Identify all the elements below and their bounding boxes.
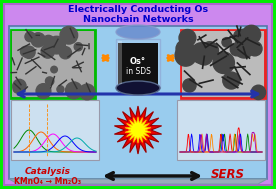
- Circle shape: [48, 36, 65, 54]
- FancyBboxPatch shape: [177, 100, 265, 160]
- Circle shape: [183, 79, 196, 92]
- Circle shape: [196, 49, 213, 65]
- Circle shape: [176, 40, 194, 58]
- FancyBboxPatch shape: [181, 30, 265, 98]
- Text: Os°: Os°: [130, 57, 146, 67]
- Text: Nanochain Networks: Nanochain Networks: [83, 15, 193, 23]
- Circle shape: [234, 30, 246, 42]
- Circle shape: [238, 30, 255, 47]
- Circle shape: [20, 46, 31, 57]
- Circle shape: [223, 72, 240, 89]
- FancyBboxPatch shape: [11, 100, 99, 160]
- Circle shape: [213, 52, 234, 74]
- FancyBboxPatch shape: [118, 43, 158, 84]
- Circle shape: [57, 40, 64, 47]
- Circle shape: [59, 46, 71, 59]
- Circle shape: [201, 42, 219, 60]
- Text: KMnO₄ → Mn₂O₃: KMnO₄ → Mn₂O₃: [14, 177, 82, 185]
- Circle shape: [191, 43, 212, 64]
- FancyBboxPatch shape: [12, 31, 94, 97]
- Circle shape: [65, 82, 82, 99]
- Polygon shape: [125, 117, 151, 143]
- Polygon shape: [9, 179, 267, 184]
- Text: Catalysis: Catalysis: [25, 167, 71, 177]
- Circle shape: [31, 33, 45, 47]
- Circle shape: [36, 84, 51, 98]
- Circle shape: [222, 38, 231, 47]
- Ellipse shape: [116, 81, 160, 95]
- Circle shape: [234, 39, 254, 58]
- Circle shape: [13, 84, 22, 93]
- Circle shape: [230, 43, 243, 56]
- Text: Electrically Conducting Os: Electrically Conducting Os: [68, 5, 208, 15]
- Circle shape: [242, 25, 261, 44]
- FancyBboxPatch shape: [118, 41, 122, 84]
- Circle shape: [13, 79, 26, 93]
- Circle shape: [175, 45, 196, 66]
- Circle shape: [79, 84, 95, 100]
- Circle shape: [46, 77, 54, 85]
- Text: in SDS: in SDS: [126, 67, 150, 77]
- Ellipse shape: [116, 25, 160, 39]
- Circle shape: [43, 35, 54, 47]
- Circle shape: [179, 29, 196, 46]
- Circle shape: [41, 45, 54, 58]
- Circle shape: [235, 29, 253, 47]
- Polygon shape: [114, 106, 162, 154]
- Circle shape: [248, 41, 262, 56]
- Circle shape: [57, 86, 64, 93]
- Circle shape: [25, 32, 35, 42]
- Circle shape: [251, 85, 266, 100]
- Circle shape: [60, 26, 78, 44]
- Circle shape: [74, 43, 82, 51]
- FancyBboxPatch shape: [9, 26, 267, 179]
- Circle shape: [51, 66, 57, 73]
- FancyBboxPatch shape: [11, 30, 95, 98]
- FancyBboxPatch shape: [116, 39, 160, 88]
- Circle shape: [23, 46, 35, 58]
- Text: SERS: SERS: [211, 169, 245, 181]
- Circle shape: [58, 41, 65, 48]
- FancyBboxPatch shape: [182, 31, 264, 97]
- FancyBboxPatch shape: [4, 4, 272, 185]
